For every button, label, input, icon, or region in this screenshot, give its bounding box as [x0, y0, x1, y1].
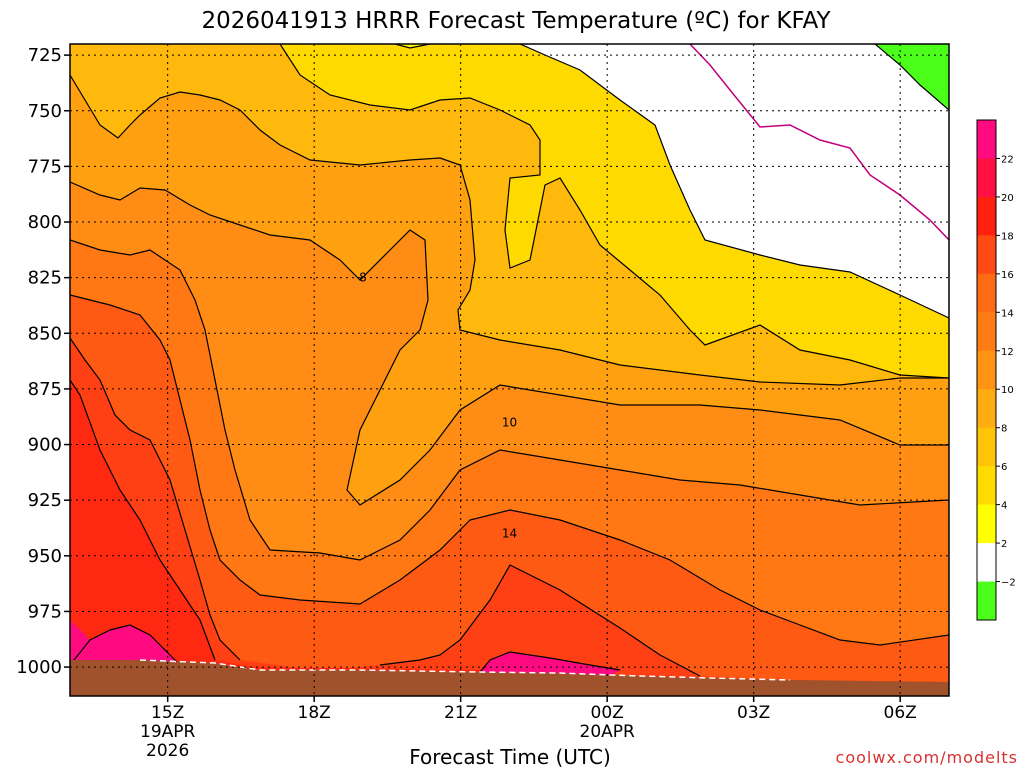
colorbar-swatch	[977, 196, 996, 236]
region-below-0	[520, 44, 949, 318]
colorbar-swatch	[977, 427, 996, 467]
colorbar-swatch	[977, 504, 996, 544]
colorbar-label: 22	[1001, 154, 1014, 165]
grid-lines	[70, 44, 949, 696]
y-tick-label: 725	[28, 45, 62, 66]
terrain-fill	[70, 660, 949, 696]
colorbar: 22 20 18 16 14 12 10 8 6 4 2 −2	[976, 119, 1016, 621]
colorbar-label: 6	[1001, 462, 1007, 473]
y-tick-label: 900	[28, 435, 62, 456]
x-axis-label: Forecast Time (UTC)	[409, 745, 611, 768]
colorbar-swatch	[977, 235, 996, 275]
y-tick-label: 950	[28, 546, 62, 567]
colorbar-swatch	[977, 466, 996, 506]
contour-line-16	[70, 379, 216, 661]
temperature-fill-regions	[70, 44, 949, 696]
y-axis: 725 750 775 800 825 850 875 900 925 950 975 1000	[16, 45, 70, 678]
freezing-level-lines	[689, 44, 949, 241]
y-tick-label: 800	[28, 212, 62, 233]
y-tick-label: 775	[28, 156, 62, 177]
contour-line-14	[70, 337, 701, 677]
y-tick-label: 850	[28, 323, 62, 344]
contour-line-minus-2	[874, 44, 949, 111]
colorbar-label: −2	[1001, 578, 1016, 589]
colorbar-label: 16	[1001, 270, 1014, 281]
colorbar-label: 12	[1001, 347, 1014, 358]
contour-line-12	[70, 294, 949, 646]
contour-line-mid-16	[479, 651, 621, 673]
colorbar-label: 4	[1001, 501, 1007, 512]
x-tick-label: 03Z	[737, 703, 770, 723]
y-tick-label: 750	[28, 101, 62, 122]
x-tick-date: 19APR	[140, 722, 196, 742]
colorbar-swatch	[977, 389, 996, 429]
chart-title: 2026041913 HRRR Forecast Temperature (ºC…	[201, 8, 831, 34]
y-tick-label: 825	[28, 268, 62, 289]
x-tick-label: 06Z	[884, 703, 917, 723]
x-tick-label: 15Z	[151, 703, 184, 723]
colorbar-label: 18	[1001, 231, 1014, 242]
contour-label: 10	[502, 415, 517, 429]
colorbar-label: 2	[1001, 539, 1007, 550]
contour-line-10	[70, 239, 949, 561]
contour-line-6	[70, 74, 949, 386]
contour-lines	[70, 44, 949, 677]
freezing-line-a	[689, 44, 949, 241]
y-tick-label: 875	[28, 379, 62, 400]
contour-line-4	[279, 44, 949, 379]
colorbar-label: 10	[1001, 385, 1014, 396]
contour-line-0	[519, 44, 949, 319]
colorbar-swatch	[977, 120, 996, 159]
contour-label: 14	[502, 527, 517, 541]
colorbar-swatch	[977, 581, 996, 621]
x-tick-label: 21Z	[444, 703, 477, 723]
colorbar-frame	[976, 119, 997, 621]
region-top-above-16	[70, 620, 180, 665]
contour-line-8	[70, 181, 949, 506]
x-tick-year: 2026	[146, 741, 189, 761]
x-tick-label: 18Z	[298, 703, 331, 723]
colorbar-swatch	[977, 350, 996, 390]
contour-line-top-16	[70, 624, 181, 666]
contour-label: 8	[359, 271, 367, 285]
colorbar-swatch	[977, 158, 996, 198]
terrain-edge	[139, 659, 791, 681]
y-tick-label: 1000	[16, 657, 62, 678]
y-tick-label: 975	[28, 601, 62, 622]
y-tick-label: 925	[28, 490, 62, 511]
colorbar-swatch	[977, 273, 996, 313]
colorbar-label: 14	[1001, 308, 1014, 319]
x-tick-date: 20APR	[580, 722, 636, 742]
colorbar-swatch	[977, 312, 996, 352]
colorbar-label: 8	[1001, 424, 1007, 435]
colorbar-label: 20	[1001, 193, 1014, 204]
colorbar-swatch	[977, 543, 996, 583]
contour-line-2	[394, 44, 431, 49]
plot-frame	[69, 43, 950, 697]
credit-text: coolwx.com/modelts	[836, 748, 1018, 767]
x-tick-label: 00Z	[591, 703, 624, 723]
region-mid-above-16	[480, 652, 620, 676]
contour-labels: 8 10 14	[359, 271, 517, 541]
